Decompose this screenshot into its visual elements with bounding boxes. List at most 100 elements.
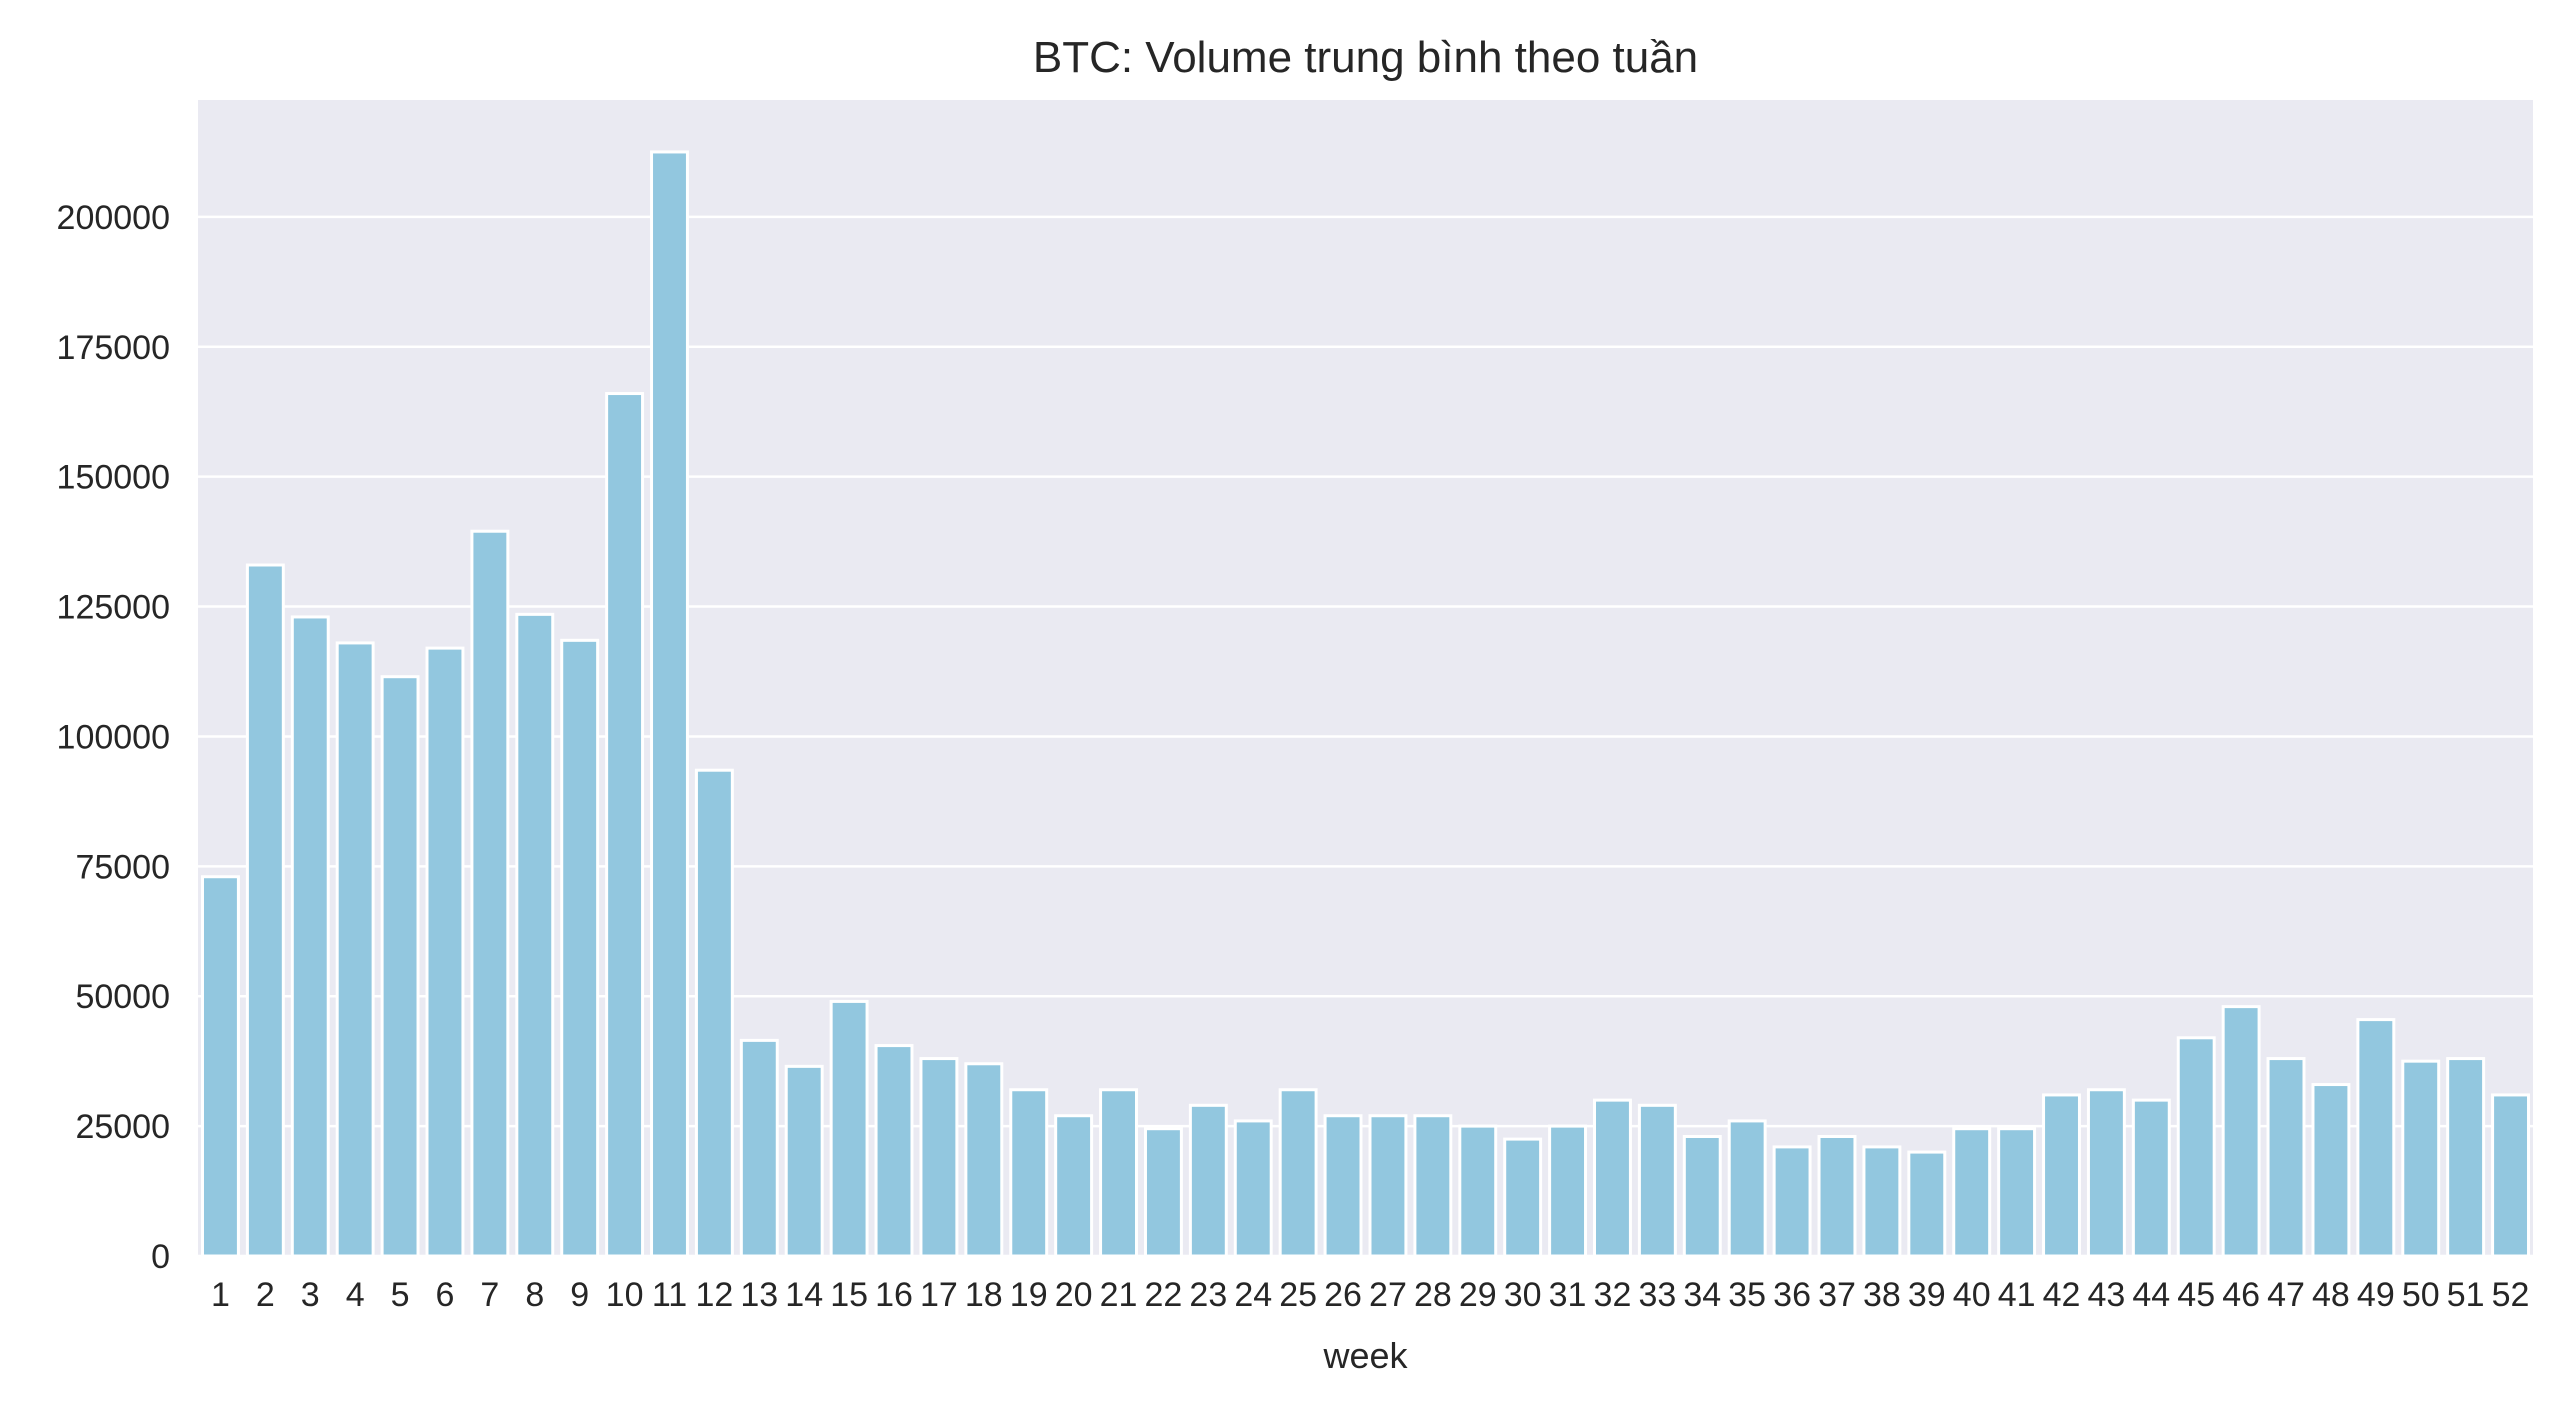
x-tick-label: 50 xyxy=(2402,1276,2440,1314)
bar-week-34 xyxy=(1682,1135,1722,1258)
x-tick-label: 45 xyxy=(2177,1276,2215,1314)
bar-week-23 xyxy=(1188,1103,1228,1258)
x-tick-label: 30 xyxy=(1504,1276,1542,1314)
bar-week-21 xyxy=(1099,1088,1138,1258)
x-tick-label: 41 xyxy=(1998,1276,2036,1314)
x-tick-label: 5 xyxy=(391,1276,410,1314)
bar-week-47 xyxy=(2266,1057,2306,1258)
bar-week-7 xyxy=(470,529,510,1258)
y-tick-label: 125000 xyxy=(57,589,170,627)
bar-week-28 xyxy=(1413,1114,1453,1258)
x-tick-label: 49 xyxy=(2357,1276,2395,1314)
bar-week-18 xyxy=(964,1062,1004,1258)
x-tick-label: 20 xyxy=(1055,1276,1093,1314)
bar-week-22 xyxy=(1143,1127,1183,1258)
x-tick-label: 2 xyxy=(256,1276,275,1314)
bar-week-11 xyxy=(650,150,689,1258)
x-tick-label: 18 xyxy=(965,1276,1003,1314)
bar-week-6 xyxy=(425,646,465,1258)
bar-week-5 xyxy=(380,675,420,1258)
bar-week-29 xyxy=(1458,1124,1498,1258)
x-axis-ticks: 1 2 3 4 5 6 7 8 9 10 11 12 13 14 15 16 17 18 19 20 21 22 23 24 2… xyxy=(211,1276,2529,1314)
x-tick-label: 35 xyxy=(1728,1276,1766,1314)
y-axis-ticks: 0 25000 50000 75000 100000 125000 150000 175000… xyxy=(57,199,170,1276)
x-tick-label: 3 xyxy=(301,1276,320,1314)
bar-week-45 xyxy=(2176,1036,2216,1258)
x-tick-label: 48 xyxy=(2312,1276,2350,1314)
bar-week-8 xyxy=(515,612,555,1258)
bar-week-37 xyxy=(1817,1135,1857,1258)
bar-week-13 xyxy=(739,1038,779,1258)
bar-week-49 xyxy=(2356,1018,2396,1258)
bar-week-52 xyxy=(2491,1093,2531,1258)
bar-week-51 xyxy=(2446,1057,2486,1258)
y-tick-label: 175000 xyxy=(57,329,170,367)
x-tick-label: 26 xyxy=(1324,1276,1362,1314)
x-tick-label: 36 xyxy=(1773,1276,1811,1314)
x-tick-label: 8 xyxy=(525,1276,544,1314)
x-tick-label: 44 xyxy=(2132,1276,2170,1314)
bar-week-25 xyxy=(1278,1088,1318,1258)
x-tick-label: 42 xyxy=(2043,1276,2081,1314)
y-tick-label: 0 xyxy=(151,1238,170,1276)
bar-week-4 xyxy=(335,641,375,1258)
bar-week-44 xyxy=(2131,1098,2171,1258)
bar-week-2 xyxy=(245,563,285,1258)
bar-week-35 xyxy=(1727,1119,1767,1258)
x-tick-label: 43 xyxy=(2087,1276,2125,1314)
bar-week-39 xyxy=(1907,1150,1947,1258)
bar-week-40 xyxy=(1952,1127,1992,1258)
bar-week-1 xyxy=(200,875,240,1258)
x-tick-label: 29 xyxy=(1459,1276,1497,1314)
bar-week-17 xyxy=(919,1057,959,1258)
y-tick-label: 50000 xyxy=(75,978,170,1016)
x-tick-label: 13 xyxy=(740,1276,778,1314)
x-tick-label: 37 xyxy=(1818,1276,1856,1314)
x-tick-label: 27 xyxy=(1369,1276,1407,1314)
bar-week-33 xyxy=(1637,1103,1677,1258)
x-tick-label: 46 xyxy=(2222,1276,2260,1314)
x-tick-label: 25 xyxy=(1279,1276,1317,1314)
x-tick-label: 10 xyxy=(606,1276,644,1314)
x-tick-label: 6 xyxy=(436,1276,455,1314)
x-tick-label: 40 xyxy=(1953,1276,1991,1314)
x-tick-label: 16 xyxy=(875,1276,913,1314)
y-tick-label: 75000 xyxy=(75,848,170,886)
bar-week-36 xyxy=(1772,1145,1812,1258)
x-tick-label: 7 xyxy=(480,1276,499,1314)
x-tick-label: 51 xyxy=(2447,1276,2485,1314)
x-tick-label: 17 xyxy=(920,1276,958,1314)
x-tick-label: 12 xyxy=(695,1276,733,1314)
bar-week-15 xyxy=(829,999,869,1258)
bar-week-14 xyxy=(784,1064,824,1258)
bar-week-27 xyxy=(1368,1114,1408,1258)
y-tick-label: 100000 xyxy=(57,718,170,756)
x-tick-label: 9 xyxy=(570,1276,589,1314)
bar-week-41 xyxy=(1997,1127,2037,1258)
x-tick-label: 32 xyxy=(1594,1276,1632,1314)
x-tick-label: 15 xyxy=(830,1276,868,1314)
y-tick-label: 150000 xyxy=(57,459,170,497)
x-tick-label: 34 xyxy=(1683,1276,1721,1314)
bar-week-9 xyxy=(560,638,600,1258)
x-tick-label: 52 xyxy=(2492,1276,2530,1314)
bar-week-32 xyxy=(1593,1098,1632,1258)
bar-week-30 xyxy=(1503,1137,1543,1258)
bar-week-10 xyxy=(605,392,645,1258)
x-tick-label: 28 xyxy=(1414,1276,1452,1314)
x-tick-label: 38 xyxy=(1863,1276,1901,1314)
bar-week-50 xyxy=(2401,1059,2441,1258)
x-tick-label: 4 xyxy=(346,1276,365,1314)
bar-week-24 xyxy=(1233,1119,1273,1258)
y-tick-label: 200000 xyxy=(57,199,170,237)
bar-week-43 xyxy=(2086,1088,2126,1258)
x-tick-label: 1 xyxy=(211,1276,230,1314)
bars xyxy=(200,150,2531,1258)
x-tick-label: 14 xyxy=(785,1276,823,1314)
bar-week-46 xyxy=(2221,1005,2261,1258)
bar-week-12 xyxy=(694,768,734,1258)
bar-week-19 xyxy=(1009,1088,1049,1258)
x-tick-label: 24 xyxy=(1234,1276,1272,1314)
x-axis-label: week xyxy=(1322,1335,1408,1376)
